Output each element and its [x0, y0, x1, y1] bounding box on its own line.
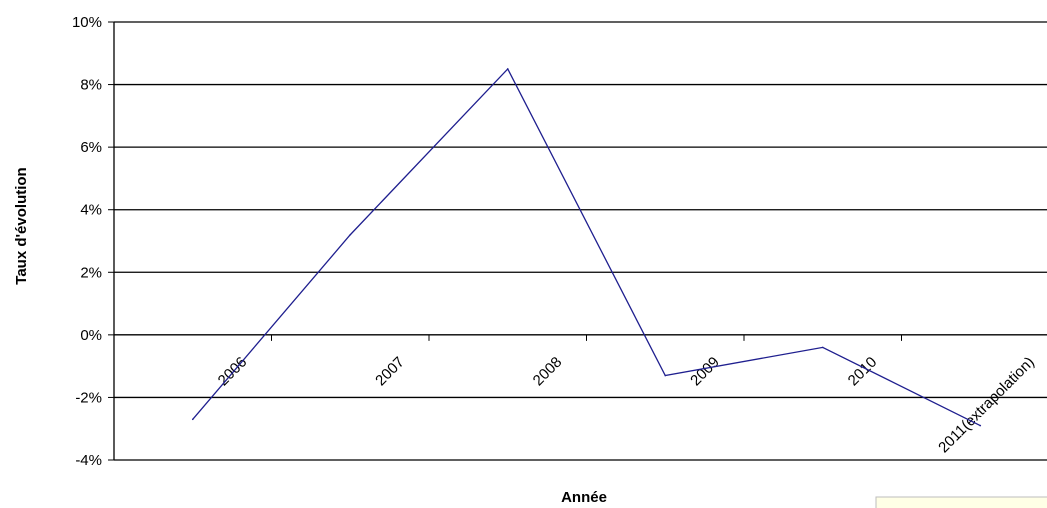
y-tick-label: -2%	[75, 389, 102, 406]
legend-box-partial	[875, 496, 1047, 508]
data-point	[191, 418, 194, 421]
y-tick-label: 6%	[80, 139, 102, 156]
data-point	[664, 374, 667, 377]
y-axis-ticks: 10% 8% 6% 4% 2% 0% -2% -4%	[72, 14, 114, 469]
y-tick-label: 2%	[80, 264, 102, 281]
x-tick-label: 2010	[845, 354, 881, 390]
y-tick-label: 4%	[80, 202, 102, 219]
data-point	[349, 233, 352, 236]
x-tick-label: 2011(extrapolation)	[935, 354, 1038, 457]
y-tick-label: 8%	[80, 77, 102, 94]
y-axis-title: Taux d'évolution	[13, 167, 30, 284]
x-tick-label: 2009	[687, 354, 723, 390]
y-tick-label: -4%	[75, 452, 102, 469]
x-tick-label: 2007	[372, 354, 408, 390]
axes	[113, 22, 1047, 461]
y-tick-label: 10%	[72, 14, 102, 31]
x-tick-label: 2008	[530, 354, 566, 390]
x-axis-ticks: 2006 2007 2008 2009 2010 2011(extrapolation)	[113, 334, 1038, 457]
y-tick-label: 0%	[80, 327, 102, 344]
data-point	[979, 424, 982, 427]
data-point	[506, 68, 509, 70]
series-layer	[191, 67, 982, 427]
x-axis-title: Année	[561, 489, 607, 506]
data-point	[821, 346, 824, 349]
series-line	[192, 67, 981, 427]
